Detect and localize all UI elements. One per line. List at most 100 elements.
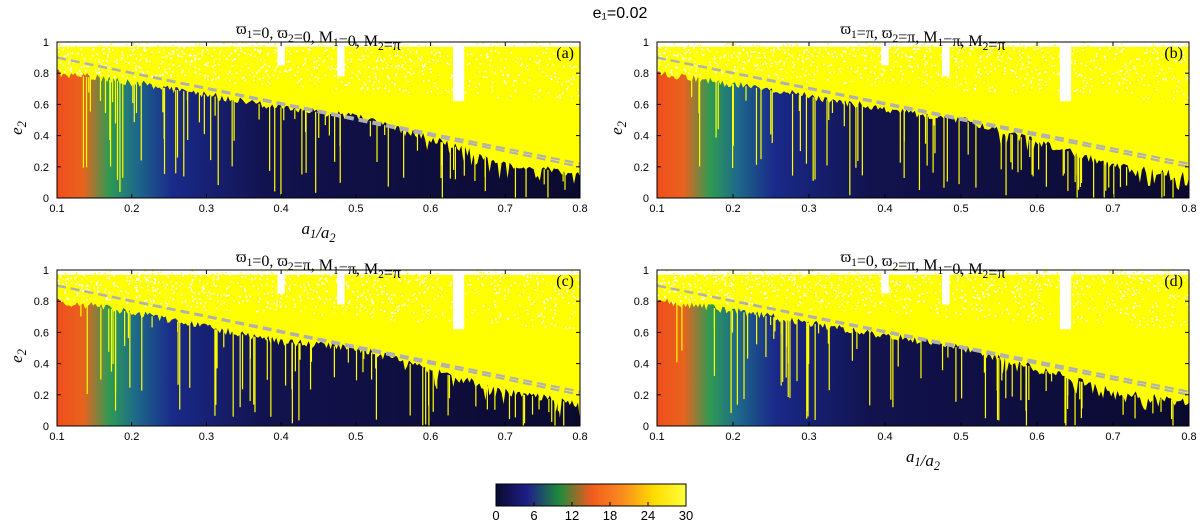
x-tick-label: 0.5 (348, 431, 363, 443)
y-tick-label: 0.2 (634, 390, 649, 402)
y-tick-label: 0 (43, 421, 49, 433)
y-tick-label: 0.4 (634, 131, 649, 143)
x-tick-label: 0.7 (498, 431, 513, 443)
figure-title: e₁=0.02 (593, 5, 648, 22)
y-tick-label: 0.4 (634, 359, 649, 371)
panel-label: (c) (556, 273, 574, 290)
y-tick-label: 0.6 (634, 327, 649, 339)
x-tick-label: 0.2 (124, 203, 139, 215)
x-tick-label: 0.6 (1029, 431, 1044, 443)
colorbar-tick-label: 0 (492, 508, 499, 523)
resonance-spikes (80, 304, 565, 426)
x-tick-label: 0.5 (953, 203, 968, 215)
panel-label: (b) (1164, 45, 1183, 62)
panel-b: 0.1 0.2 0.3 0.4 0.5 0.6 0.7 0.8 0 0.2 0.4 0.6 0.8 1 ϖ1… (607, 21, 1197, 215)
y-tick-label: 0.6 (34, 99, 49, 111)
x-tick-label: 0.2 (124, 431, 139, 443)
resonance-line (657, 56, 1189, 165)
y-tick-label: 0.4 (34, 131, 49, 143)
panel-title: ϖ1=π, ϖ2=π, M1=π, M2=π (841, 21, 1006, 54)
x-tick-label: 0.7 (498, 203, 513, 215)
x-tick-label: 0.1 (49, 431, 64, 443)
panel-a: 0.1 0.2 0.3 0.4 0.5 0.6 0.7 0.8 0 0.2 0.4 0.6 0.8 1 ϖ1… (7, 21, 588, 245)
x-tick-label: 0.8 (572, 203, 587, 215)
y-axis-label: e2 (7, 349, 29, 363)
y-tick-label: 0.6 (34, 327, 49, 339)
escape-gap (277, 270, 285, 294)
x-tick-label: 0.3 (199, 203, 214, 215)
heatmap-area (57, 270, 580, 426)
escape-gap (881, 42, 889, 66)
escape-gap (942, 42, 950, 77)
resonance-spikes (82, 76, 566, 198)
y-tick-label: 1 (643, 37, 649, 49)
panel-d: 0.1 0.2 0.3 0.4 0.5 0.6 0.7 0.8 0 0.2 0.4 0.6 0.8 1 ϖ1… (634, 249, 1197, 473)
escape-gap (277, 42, 285, 66)
x-tick-label: 0.4 (877, 431, 892, 443)
escape-gap (881, 270, 889, 294)
x-tick-label: 0.4 (273, 431, 288, 443)
panel-title: ϖ1=0, ϖ2=π, M1=π, M2=π (236, 249, 401, 282)
y-tick-label: 0.8 (34, 68, 49, 80)
y-axis-label: e2 (7, 121, 29, 135)
plot-frame (656, 41, 1190, 199)
colorbar-gradient (495, 483, 687, 507)
x-axis-label: a1/a2 (906, 447, 940, 473)
x-tick-label: 0.8 (572, 431, 587, 443)
resonance-line (57, 284, 580, 393)
x-tick-label: 0.8 (1181, 431, 1196, 443)
resonance-line (57, 56, 580, 165)
plot-frame (656, 269, 1190, 427)
x-tick-label: 0.7 (1105, 203, 1120, 215)
panel-c: 0.1 0.2 0.3 0.4 0.5 0.6 0.7 0.8 0 0.2 0.4 0.6 0.8 1 ϖ1… (7, 249, 588, 443)
x-tick-label: 0.6 (1029, 203, 1044, 215)
x-tick-label: 0.3 (801, 431, 816, 443)
y-tick-label: 0 (643, 421, 649, 433)
colorbar-tick-label: 24 (641, 508, 655, 523)
x-tick-label: 0.4 (877, 203, 892, 215)
colorbar-tick-label: 6 (530, 508, 537, 523)
x-axis-label: a1/a2 (302, 219, 336, 245)
resonance-spikes (691, 78, 1174, 198)
escape-gap (337, 42, 345, 77)
colorbar: 0 6 12 18 24 30 (492, 483, 693, 523)
resonance-spikes (676, 303, 1174, 426)
x-tick-label: 0.2 (725, 431, 740, 443)
x-tick-label: 0.2 (725, 203, 740, 215)
plot-frame (56, 41, 581, 199)
heatmap-area (657, 270, 1189, 426)
x-tick-label: 0.6 (423, 203, 438, 215)
x-tick-label: 0.3 (199, 431, 214, 443)
heatmap-area (657, 42, 1189, 198)
escape-gap (942, 270, 950, 305)
x-tick-label: 0.1 (49, 203, 64, 215)
y-tick-label: 1 (43, 37, 49, 49)
y-tick-label: 0.6 (634, 99, 649, 111)
resonance-line (657, 284, 1189, 393)
x-tick-label: 0.4 (273, 203, 288, 215)
y-tick-label: 0.8 (634, 296, 649, 308)
x-tick-label: 0.1 (649, 431, 664, 443)
y-axis-label: e2 (607, 121, 629, 135)
panel-title: ϖ1=0, ϖ2=0, M1=0, M2=π (236, 21, 401, 54)
colorbar-tick-label: 12 (565, 508, 579, 523)
x-tick-label: 0.5 (348, 203, 363, 215)
escape-gap (452, 42, 465, 102)
regular-region (657, 70, 1189, 198)
y-tick-label: 1 (643, 265, 649, 277)
y-tick-label: 0.2 (34, 390, 49, 402)
y-tick-label: 0 (643, 193, 649, 205)
colorbar-tick-label: 30 (679, 508, 693, 523)
escape-gap (1059, 270, 1072, 330)
x-tick-label: 0.1 (649, 203, 664, 215)
x-tick-label: 0.6 (423, 431, 438, 443)
y-tick-label: 0.2 (634, 162, 649, 174)
y-tick-label: 1 (43, 265, 49, 277)
heatmap-area (57, 42, 580, 198)
escape-gap (337, 270, 345, 305)
panel-label: (d) (1164, 273, 1183, 290)
x-tick-label: 0.7 (1105, 431, 1120, 443)
panel-title: ϖ1=0, ϖ2=π, M1=0, M2=π (841, 249, 1006, 282)
colorbar-tick-label: 18 (603, 508, 617, 523)
